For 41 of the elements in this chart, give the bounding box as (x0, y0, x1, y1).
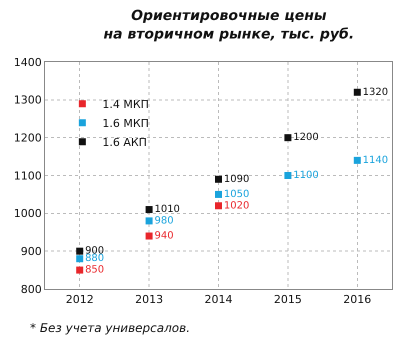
point (146, 232, 153, 240)
point (284, 134, 292, 142)
data-label: 1090 (224, 174, 250, 185)
x-tick-label: 2016 (343, 293, 372, 306)
y-tick-label: 900 (20, 245, 42, 258)
legend-label: 1.6 АКП (102, 136, 147, 150)
point (215, 176, 222, 183)
data-label: 1200 (293, 132, 319, 144)
text: * Без учета универсалов. (30, 321, 190, 335)
data-label: 1320 (362, 86, 388, 98)
y-tick-label: 1400 (14, 56, 42, 69)
point (146, 206, 153, 214)
y-tick-label: 800 (20, 282, 42, 296)
data-label: 1100 (293, 170, 319, 181)
data-label: 1140 (362, 154, 388, 166)
data-label: 1010 (154, 204, 180, 216)
point (76, 255, 84, 262)
x-tick-label: 2014 (204, 293, 232, 306)
legend-label: 1.4 МКП (102, 98, 149, 112)
data-label: 1050 (224, 188, 250, 200)
x-tick-label: 2012 (66, 293, 94, 306)
point (215, 190, 222, 198)
data-label: 980 (154, 215, 174, 226)
data-label: 850 (85, 264, 104, 276)
legend-label: 1.6 МКП (102, 117, 149, 130)
point (76, 266, 84, 274)
point (215, 202, 222, 210)
point (354, 88, 361, 96)
chart-title: Ориентировочные цены на вторичном рынке, тыс. руб. (103, 8, 354, 42)
data-label: 940 (154, 230, 174, 242)
y-tick-label: 1200 (14, 132, 42, 145)
point (354, 156, 361, 164)
point (76, 248, 84, 255)
x-tick-label: 2015 (274, 293, 302, 306)
data-label: 1020 (224, 200, 250, 212)
y-tick-label: 1100 (14, 169, 42, 182)
point (284, 172, 292, 179)
y-tick-label: 1300 (14, 94, 42, 107)
x-tick-label: 2013 (135, 293, 164, 306)
y-tick-label: 1000 (14, 207, 42, 220)
point (146, 217, 153, 224)
